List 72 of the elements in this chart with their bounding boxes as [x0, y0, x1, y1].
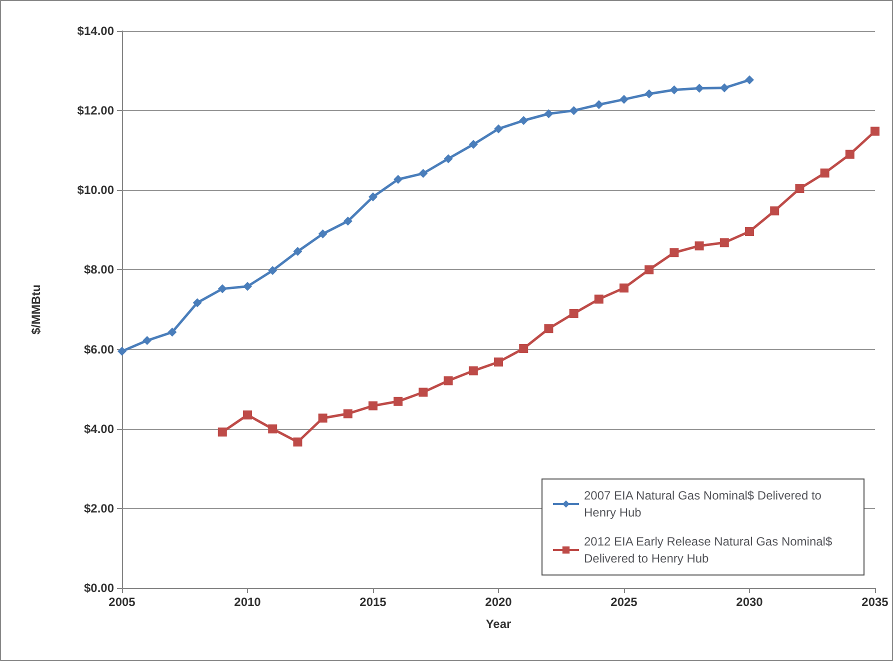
point — [444, 154, 453, 164]
point — [745, 227, 754, 236]
point — [494, 124, 503, 134]
point — [644, 89, 654, 98]
point — [368, 192, 378, 202]
point — [745, 75, 754, 84]
point — [218, 428, 227, 437]
y-tick-label: $6.00 — [84, 342, 114, 356]
point — [820, 168, 830, 178]
x-tick-label: 2025 — [610, 595, 638, 609]
x-tick-label: 2030 — [736, 595, 764, 609]
point — [192, 298, 202, 308]
point — [569, 308, 578, 318]
y-tick-label: $12.00 — [77, 104, 114, 118]
legend-label: 2012 EIA Early Release Natural Gas Nominal$ Delivered to Henry Hub — [584, 534, 836, 566]
point — [444, 376, 453, 386]
point — [218, 284, 227, 294]
point — [644, 265, 654, 274]
legend-label: 2007 EIA Natural Gas Nominal$ Delivered to Henry Hub — [584, 488, 825, 520]
point — [720, 83, 729, 92]
point — [720, 238, 729, 248]
point — [770, 206, 780, 216]
point — [318, 229, 328, 238]
y-tick-label: $2.00 — [84, 501, 114, 516]
point — [620, 94, 628, 104]
point — [118, 346, 126, 356]
point — [694, 241, 704, 250]
point — [544, 109, 554, 118]
point — [268, 266, 278, 276]
x-tick-label: 2035 — [862, 595, 889, 609]
y-tick-label: $10.00 — [77, 183, 114, 198]
point — [343, 216, 352, 226]
x-tick-label: 2010 — [234, 595, 262, 609]
point — [168, 328, 177, 337]
y-tick-label: $14.00 — [77, 24, 114, 38]
point — [343, 409, 352, 418]
point — [544, 324, 554, 334]
y-tick-label: $0.00 — [84, 581, 114, 595]
point — [670, 85, 679, 94]
x-tick-label: 2005 — [108, 595, 136, 609]
point — [569, 106, 578, 116]
point — [468, 140, 478, 149]
point — [243, 282, 252, 291]
point — [594, 294, 604, 304]
point — [368, 401, 378, 410]
point — [293, 437, 302, 446]
y-tick-label: $4.00 — [84, 422, 114, 436]
point — [418, 168, 428, 178]
point — [519, 116, 528, 126]
point — [620, 284, 628, 293]
x-tick-label: 2020 — [485, 595, 512, 609]
point — [494, 358, 503, 367]
point — [468, 366, 478, 376]
point — [268, 424, 278, 434]
point — [870, 126, 880, 136]
point — [519, 344, 528, 353]
y-tick-label: $8.00 — [84, 262, 114, 277]
point — [142, 336, 152, 346]
x-axis-title: Year — [486, 617, 512, 631]
point — [594, 100, 604, 110]
point — [318, 414, 328, 423]
point — [795, 184, 804, 194]
y-axis-title: $/MMBtu — [29, 284, 43, 334]
point — [418, 388, 428, 397]
point — [243, 410, 252, 420]
x-tick-label: 2015 — [360, 595, 387, 609]
point — [670, 248, 679, 258]
point — [694, 84, 704, 93]
point — [394, 174, 403, 184]
point — [394, 396, 403, 406]
point — [845, 150, 854, 159]
point — [293, 246, 302, 256]
